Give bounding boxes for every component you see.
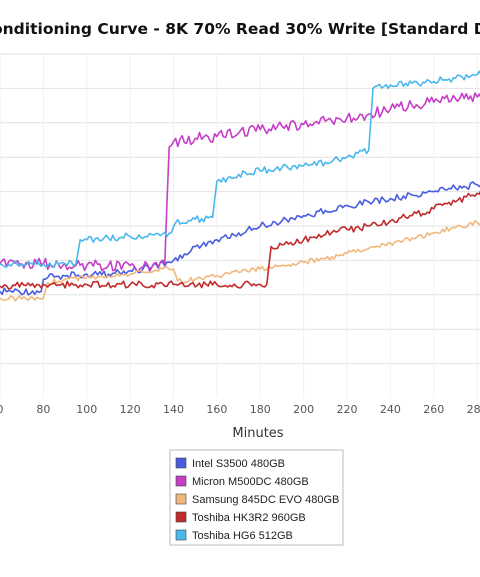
legend-swatch-intel-s3500 bbox=[175, 457, 187, 469]
x-tick-label: 260 bbox=[423, 403, 444, 416]
legend-swatch-toshiba-hg6 bbox=[175, 529, 187, 541]
x-axis-label: Minutes bbox=[232, 426, 283, 441]
x-axis: 0 80 100 120 140 160 180 200 220 240 260 280 bbox=[0, 403, 480, 416]
gridlines bbox=[0, 53, 480, 398]
legend-swatch-samsung-845dc-evo bbox=[175, 493, 187, 505]
legend-label-micron-m500dc: Micron M500DC 480GB bbox=[192, 476, 309, 488]
x-tick-label: 200 bbox=[293, 403, 314, 416]
x-tick-label: 220 bbox=[337, 403, 358, 416]
legend: Intel S3500 480GB Micron M500DC 480GB Sams… bbox=[175, 457, 339, 542]
x-tick-label: 180 bbox=[250, 403, 271, 416]
series-line-intel-s3500 bbox=[0, 181, 480, 296]
x-tick-label: 100 bbox=[76, 403, 97, 416]
legend-swatch-toshiba-hk3r2 bbox=[175, 511, 187, 523]
x-tick-label: 240 bbox=[380, 403, 401, 416]
series-line-toshiba-hg6 bbox=[0, 70, 480, 269]
legend-label-toshiba-hg6: Toshiba HG6 512GB bbox=[192, 530, 293, 542]
x-tick-label: 80 bbox=[36, 403, 50, 416]
x-tick-label: 160 bbox=[206, 403, 227, 416]
legend-swatch-micron-m500dc bbox=[175, 475, 187, 487]
series-line-toshiba-hk3r2 bbox=[0, 190, 480, 290]
x-tick-label: 120 bbox=[120, 403, 141, 416]
series-line-micron-m500dc bbox=[0, 92, 480, 273]
x-tick-label: 140 bbox=[163, 403, 184, 416]
legend-box bbox=[169, 449, 344, 546]
series-lines bbox=[0, 70, 480, 302]
chart-title: onditioning Curve - 8K 70% Read 30% Writ… bbox=[0, 20, 480, 38]
series-line-samsung-845dc-evo bbox=[0, 220, 480, 302]
legend-label-samsung-845dc-evo: Samsung 845DC EVO 480GB bbox=[192, 494, 339, 506]
legend-label-toshiba-hk3r2: Toshiba HK3R2 960GB bbox=[192, 512, 306, 524]
x-tick-label: 0 bbox=[0, 403, 4, 416]
x-tick-label: 280 bbox=[467, 403, 480, 416]
legend-label-intel-s3500: Intel S3500 480GB bbox=[192, 458, 285, 470]
